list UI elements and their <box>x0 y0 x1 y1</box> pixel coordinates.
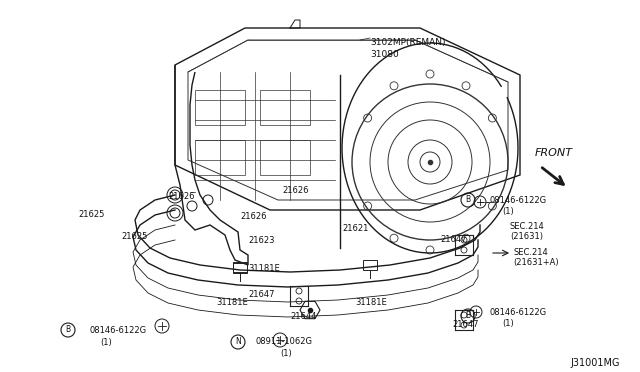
Text: 21626: 21626 <box>168 192 195 201</box>
Text: 21647: 21647 <box>440 235 467 244</box>
Text: 31181E: 31181E <box>248 264 280 273</box>
Bar <box>260 90 310 125</box>
Text: 21623: 21623 <box>248 236 275 245</box>
Text: 3102MP(REMAN): 3102MP(REMAN) <box>370 38 445 47</box>
Text: (1): (1) <box>502 319 514 328</box>
Text: 21625: 21625 <box>122 232 148 241</box>
Text: (21631+A): (21631+A) <box>513 258 559 267</box>
Text: 21626: 21626 <box>240 212 266 221</box>
Bar <box>233 262 247 272</box>
Text: J31001MG: J31001MG <box>570 358 620 368</box>
Bar <box>363 260 377 270</box>
Bar <box>260 140 310 175</box>
Text: 21647: 21647 <box>248 290 275 299</box>
Text: (21631): (21631) <box>510 232 543 241</box>
Bar <box>233 263 247 273</box>
Text: 21647: 21647 <box>452 320 479 329</box>
Text: (1): (1) <box>502 207 514 216</box>
Text: B: B <box>65 326 70 334</box>
Text: (1): (1) <box>280 349 292 358</box>
Text: 31181E: 31181E <box>355 298 387 307</box>
Text: 08146-6122G: 08146-6122G <box>490 196 547 205</box>
Text: 08146-6122G: 08146-6122G <box>490 308 547 317</box>
Bar <box>195 140 245 175</box>
Text: 21626: 21626 <box>282 186 308 195</box>
Text: 31080: 31080 <box>370 50 399 59</box>
Text: 08911-1062G: 08911-1062G <box>255 337 312 346</box>
Text: 08146-6122G: 08146-6122G <box>89 326 146 335</box>
Text: FRONT: FRONT <box>535 148 573 158</box>
Text: B: B <box>465 196 470 205</box>
Text: 31181E: 31181E <box>216 298 248 307</box>
Text: 21644: 21644 <box>290 312 316 321</box>
Text: (1): (1) <box>100 338 112 347</box>
Text: N: N <box>235 337 241 346</box>
Text: SEC.214: SEC.214 <box>510 222 545 231</box>
Text: B: B <box>465 311 470 321</box>
Text: SEC.214: SEC.214 <box>513 248 548 257</box>
Bar <box>195 90 245 125</box>
Text: 21625: 21625 <box>79 210 105 219</box>
Text: 21621: 21621 <box>342 224 369 233</box>
